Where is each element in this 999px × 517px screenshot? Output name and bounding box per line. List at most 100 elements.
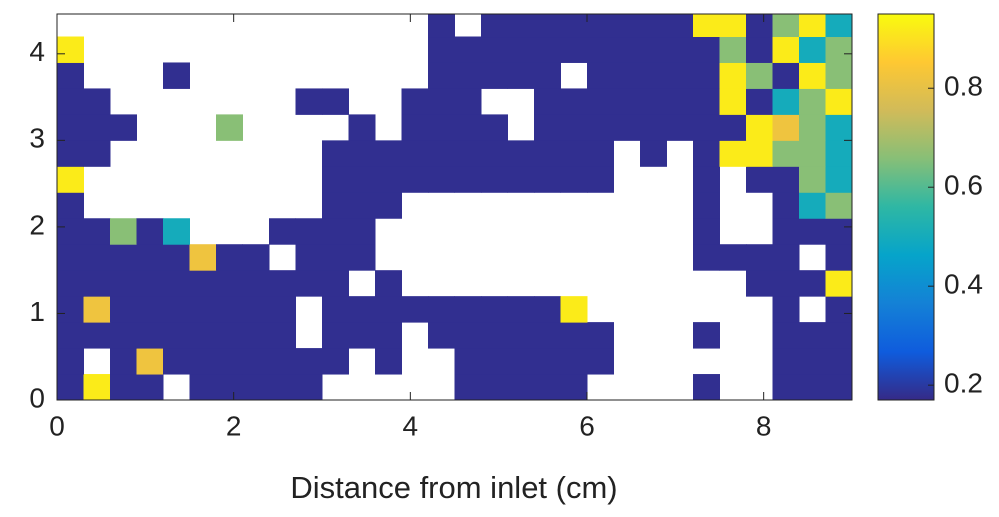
- heatmap-cell: [216, 374, 243, 400]
- heatmap-cell: [746, 14, 773, 38]
- heatmap-cell: [799, 322, 826, 349]
- heatmap-cell: [613, 62, 641, 89]
- heatmap-cell: [322, 322, 349, 349]
- heatmap-cell: [534, 348, 561, 375]
- heatmap-cell: [136, 218, 164, 245]
- heatmap-cell: [163, 270, 190, 297]
- heatmap-cell: [799, 166, 826, 193]
- heatmap-cell: [825, 36, 852, 63]
- heatmap-cell: [375, 348, 402, 375]
- heatmap-cell: [242, 244, 270, 271]
- heatmap-cell: [746, 88, 773, 115]
- heatmap-cell: [163, 218, 190, 245]
- heatmap-cell: [83, 322, 111, 349]
- x-tick-label: 0: [49, 410, 65, 441]
- heatmap-cell: [640, 114, 667, 141]
- heatmap-cell: [136, 322, 164, 349]
- heatmap-cell: [666, 36, 694, 63]
- heatmap-cell: [481, 374, 508, 400]
- heatmap-cell: [163, 296, 190, 323]
- heatmap-cell: [772, 62, 800, 89]
- heatmap-cell: [640, 36, 667, 63]
- heatmap-cell: [454, 322, 482, 349]
- heatmap-cell: [719, 36, 747, 63]
- heatmap-cell: [454, 62, 482, 89]
- heatmap-cell: [428, 62, 455, 89]
- heatmap-cell: [560, 36, 588, 63]
- heatmap-cell: [799, 348, 826, 375]
- heatmap-cell: [348, 322, 376, 349]
- heatmap-cell: [719, 62, 747, 89]
- heatmap-cell: [719, 88, 747, 115]
- heatmap-cell: [719, 114, 747, 141]
- heatmap-cell: [322, 296, 349, 323]
- heatmap-cell: [401, 114, 429, 141]
- heatmap-cell: [481, 166, 508, 193]
- heatmap-cell: [428, 88, 455, 115]
- heatmap-cell: [110, 114, 137, 141]
- colorbar-tick-label: 0.6: [944, 170, 983, 201]
- heatmap-cell: [613, 36, 641, 63]
- heatmap-cell: [560, 322, 588, 349]
- heatmap-cell: [825, 140, 852, 167]
- heatmap-cell: [746, 140, 773, 167]
- heatmap-cell: [693, 62, 720, 89]
- heatmap-cell: [799, 270, 826, 297]
- heatmap-cell: [57, 244, 84, 271]
- heatmap-cell: [110, 218, 137, 245]
- heatmap-cell: [83, 218, 111, 245]
- heatmap-cell: [322, 192, 349, 219]
- heatmap-cell: [772, 88, 800, 115]
- heatmap-cell: [799, 218, 826, 245]
- heatmap-cell: [57, 296, 84, 323]
- heatmap-cell: [428, 114, 455, 141]
- heatmap-cell: [772, 374, 800, 400]
- heatmap-cell: [348, 166, 376, 193]
- heatmap-cell: [507, 166, 535, 193]
- heatmap-cell: [163, 62, 190, 89]
- heatmap-cell: [348, 140, 376, 167]
- colorbar-tick-label: 0.2: [944, 368, 983, 399]
- heatmap-cell: [322, 270, 349, 297]
- heatmap-cell: [189, 374, 217, 400]
- heatmap-cell: [534, 36, 561, 63]
- heatmap-cell: [163, 244, 190, 271]
- heatmap-cell: [57, 88, 84, 115]
- heatmap-cell: [481, 36, 508, 63]
- heatmap-cell: [136, 374, 164, 400]
- heatmap-cell: [772, 348, 800, 375]
- heatmap-cell: [216, 296, 243, 323]
- heatmap-cell: [454, 88, 482, 115]
- heatmap-cell: [666, 114, 694, 141]
- heatmap-cell: [587, 36, 614, 63]
- heatmap-cell: [560, 166, 588, 193]
- heatmap-cell: [401, 140, 429, 167]
- heatmap-cell: [825, 374, 852, 400]
- heatmap-cell: [825, 114, 852, 141]
- heatmap-cell: [772, 140, 800, 167]
- heatmap-cell: [454, 140, 482, 167]
- heatmap-cell: [534, 62, 561, 89]
- heatmap-cell: [216, 114, 243, 141]
- heatmap-cell: [825, 296, 852, 323]
- heatmap-cell: [666, 88, 694, 115]
- heatmap-cell: [825, 348, 852, 375]
- heatmap-cell: [110, 296, 137, 323]
- heatmap-cell: [534, 322, 561, 349]
- heatmap-cell: [428, 14, 455, 38]
- heatmap-cell: [189, 348, 217, 375]
- heatmap-cell: [507, 140, 535, 167]
- heatmap-cell: [189, 244, 217, 271]
- heatmap-cell: [57, 374, 84, 400]
- heatmap-cell: [57, 166, 84, 193]
- heatmap-cell: [719, 14, 747, 38]
- heatmap-cell: [693, 192, 720, 219]
- heatmap-cell: [640, 62, 667, 89]
- heatmap-cell: [825, 166, 852, 193]
- heatmap-cell: [189, 270, 217, 297]
- heatmap-cell: [507, 322, 535, 349]
- heatmap-cell: [772, 244, 800, 271]
- heatmap-cell: [640, 88, 667, 115]
- heatmap-cell: [481, 14, 508, 38]
- heatmap-cell: [613, 14, 641, 38]
